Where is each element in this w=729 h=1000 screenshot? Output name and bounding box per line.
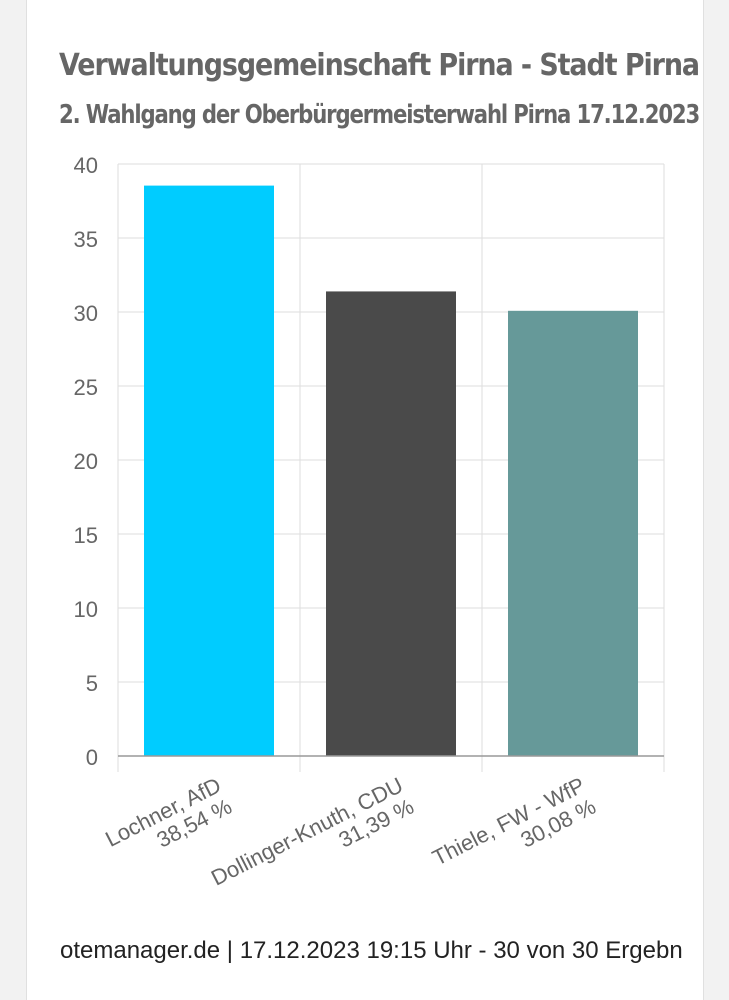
y-tick-label: 35 — [74, 227, 98, 252]
y-tick-label: 20 — [74, 449, 98, 474]
card-left-edge — [26, 0, 27, 1000]
y-tick-label: 5 — [86, 671, 98, 696]
x-tick-label: Dollinger-Knuth, CDU31,39 % — [207, 772, 418, 900]
x-tick-label: Lochner, AfD38,54 % — [101, 772, 235, 873]
x-tick-label: Thiele, FW - WfP30,08 % — [428, 772, 599, 892]
footer-source: otemanager.de | 17.12.2023 19:15 Uhr - 3… — [60, 937, 683, 964]
y-tick-label: 40 — [74, 153, 98, 178]
y-tick-label: 25 — [74, 375, 98, 400]
chart-title: Verwaltungsgemeinschaft Pirna - Stadt Pi… — [59, 48, 700, 83]
y-tick-label: 0 — [86, 745, 98, 770]
bar-1 — [144, 185, 274, 756]
card-right-edge — [703, 0, 704, 1000]
bar-2 — [326, 291, 456, 756]
bar-chart: 0 5 10 15 20 25 30 35 40 Lochner, AfD38,54 %Dolli… — [74, 153, 665, 900]
y-tick-label: 15 — [74, 523, 98, 548]
y-tick-label: 30 — [74, 301, 98, 326]
chart-card: Verwaltungsgemeinschaft Pirna - Stadt Pi… — [26, 0, 703, 1000]
y-tick-label: 10 — [74, 597, 98, 622]
bar-3 — [508, 310, 638, 756]
